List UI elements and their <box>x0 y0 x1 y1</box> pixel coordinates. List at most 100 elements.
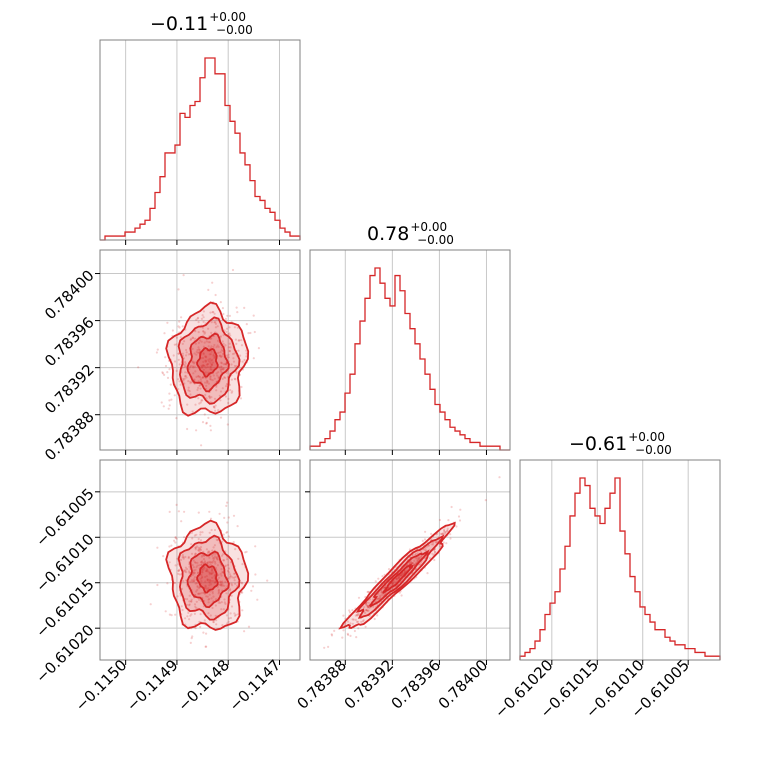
sample-point <box>210 572 213 575</box>
sample-point <box>446 530 449 533</box>
sample-point <box>210 569 213 573</box>
sample-point <box>193 561 197 564</box>
sample-point <box>168 392 171 395</box>
sample-point <box>225 592 228 595</box>
grid-lines <box>100 40 689 660</box>
sample-point <box>395 577 398 580</box>
sample-point <box>380 594 383 597</box>
sample-point <box>193 612 196 616</box>
sample-point <box>174 536 177 540</box>
sample-point <box>221 540 224 543</box>
sample-point <box>211 549 214 552</box>
sample-point <box>413 559 416 563</box>
sample-point <box>209 357 212 360</box>
sample-point <box>191 410 194 413</box>
density-contour <box>186 550 230 609</box>
sample-point <box>202 558 206 561</box>
sample-point <box>178 380 181 383</box>
sample-point <box>155 351 158 354</box>
sample-point <box>199 625 202 629</box>
sample-point <box>229 334 232 337</box>
sample-point <box>235 306 238 309</box>
sample-point <box>365 608 368 612</box>
sample-point <box>201 365 204 368</box>
sample-point <box>419 550 422 553</box>
sample-point <box>194 330 197 333</box>
sample-point <box>199 539 203 542</box>
sample-point <box>207 550 210 553</box>
sample-point <box>210 368 213 371</box>
sample-point <box>221 624 224 627</box>
sample-point <box>202 310 205 313</box>
sample-point <box>408 548 411 551</box>
sample-point <box>210 363 213 366</box>
sample-point <box>201 560 204 563</box>
sample-point <box>198 598 201 601</box>
sample-point <box>441 532 444 535</box>
sample-point <box>353 629 356 633</box>
sample-point <box>190 637 193 640</box>
sample-point <box>397 576 400 579</box>
sample-point <box>170 544 173 547</box>
sample-point <box>190 531 193 534</box>
sample-point <box>400 574 403 577</box>
sample-point <box>205 381 209 384</box>
sample-point <box>199 339 202 342</box>
sample-point <box>207 598 210 601</box>
sample-point <box>232 357 235 360</box>
sample-point <box>228 314 231 317</box>
sample-point <box>208 510 211 513</box>
sample-point <box>208 550 211 553</box>
sample-point <box>204 645 207 648</box>
sample-point <box>190 613 193 616</box>
sample-point <box>191 537 194 540</box>
sample-point <box>213 581 216 584</box>
sample-point <box>414 561 417 564</box>
sample-point <box>206 552 209 555</box>
sample-point <box>416 559 419 563</box>
sample-point <box>207 416 210 419</box>
histogram-param-2 <box>309 267 510 451</box>
sample-point <box>256 598 259 601</box>
sample-point <box>207 362 210 366</box>
sample-point <box>185 351 188 354</box>
sample-point <box>220 365 223 369</box>
sample-point <box>182 557 185 560</box>
sample-point <box>210 364 213 367</box>
sample-point <box>187 386 190 389</box>
sample-point <box>421 539 424 543</box>
sample-point <box>235 370 238 373</box>
sample-point <box>444 532 447 535</box>
sample-point <box>364 625 367 628</box>
sample-point <box>189 380 192 383</box>
sample-point <box>266 579 269 582</box>
sample-point <box>197 375 200 378</box>
sample-point <box>377 577 380 580</box>
sample-point <box>380 590 383 594</box>
sample-point <box>484 499 487 502</box>
sample-point <box>207 601 210 604</box>
sample-point <box>205 340 208 343</box>
sample-point <box>249 331 252 335</box>
sample-point <box>195 375 198 378</box>
y-tick-label-param-2: 0.78396 <box>41 314 98 371</box>
sample-point <box>346 632 349 636</box>
sample-point <box>215 556 218 559</box>
sample-point <box>433 558 436 562</box>
sample-point <box>199 613 202 616</box>
sample-point <box>398 574 401 577</box>
sample-point <box>211 568 214 572</box>
sample-point <box>208 395 211 398</box>
sample-point <box>197 549 200 552</box>
sample-point <box>183 363 186 366</box>
sample-point <box>247 332 250 335</box>
sample-point <box>398 591 401 594</box>
sample-point <box>178 568 181 571</box>
sample-point <box>213 321 216 324</box>
sample-point <box>202 591 205 594</box>
sample-point <box>241 591 244 594</box>
sample-point <box>346 620 350 623</box>
sample-point <box>178 326 181 329</box>
sample-point <box>223 376 226 379</box>
sample-point <box>414 567 418 571</box>
